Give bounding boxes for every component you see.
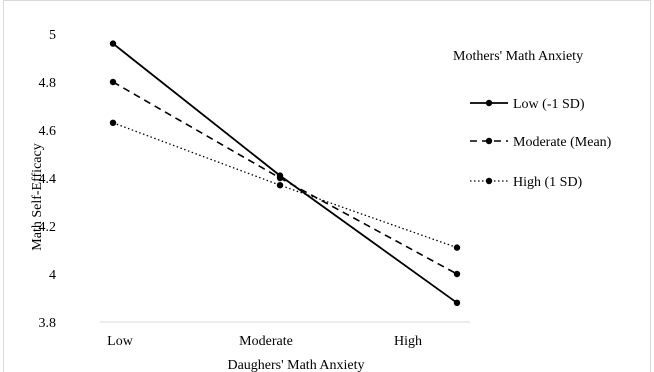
legend-marker bbox=[485, 177, 493, 185]
x-axis-ticks: Low Moderate High bbox=[107, 334, 422, 349]
legend-label: Moderate (Mean) bbox=[513, 135, 612, 150]
series-layer bbox=[109, 40, 461, 306]
y-tick-label: 4 bbox=[49, 268, 56, 283]
chart-frame bbox=[3, 0, 651, 372]
legend-title: Mothers' Math Anxiety bbox=[453, 49, 583, 64]
legend-marker bbox=[485, 99, 493, 107]
data-point bbox=[276, 174, 284, 182]
y-tick-label: 4.6 bbox=[39, 124, 57, 139]
y-tick-label: 4.4 bbox=[39, 172, 57, 187]
legend-label: Low (-1 SD) bbox=[513, 97, 585, 112]
x-axis-title: Daughers' Math Anxiety bbox=[227, 358, 364, 372]
data-point bbox=[453, 244, 461, 251]
y-tick-label: 4.2 bbox=[39, 220, 57, 235]
y-tick-label: 4.8 bbox=[39, 76, 57, 91]
y-axis-ticks: 3.8 4 4.2 4.4 4.6 4.8 5 bbox=[39, 28, 57, 331]
data-point bbox=[276, 182, 284, 189]
legend-label: High (1 SD) bbox=[513, 175, 583, 190]
data-point bbox=[109, 119, 117, 127]
y-tick-label: 5 bbox=[49, 28, 56, 43]
x-tick-label: High bbox=[394, 334, 422, 349]
legend-marker bbox=[485, 137, 493, 145]
series-line-1 bbox=[112, 42, 458, 304]
data-point bbox=[109, 40, 117, 47]
legend: Low (-1 SD) Moderate (Mean) High (1 SD) bbox=[470, 97, 612, 190]
x-tick-label: Moderate bbox=[239, 334, 293, 349]
series-line-3 bbox=[112, 122, 458, 249]
data-point bbox=[453, 270, 461, 278]
data-point bbox=[109, 78, 117, 86]
series-line-2 bbox=[112, 81, 458, 275]
y-axis-title: Math Self-Efficacy bbox=[30, 143, 45, 250]
x-tick-label: Low bbox=[107, 334, 134, 349]
data-point bbox=[453, 299, 461, 306]
y-tick-label: 3.8 bbox=[39, 316, 57, 331]
